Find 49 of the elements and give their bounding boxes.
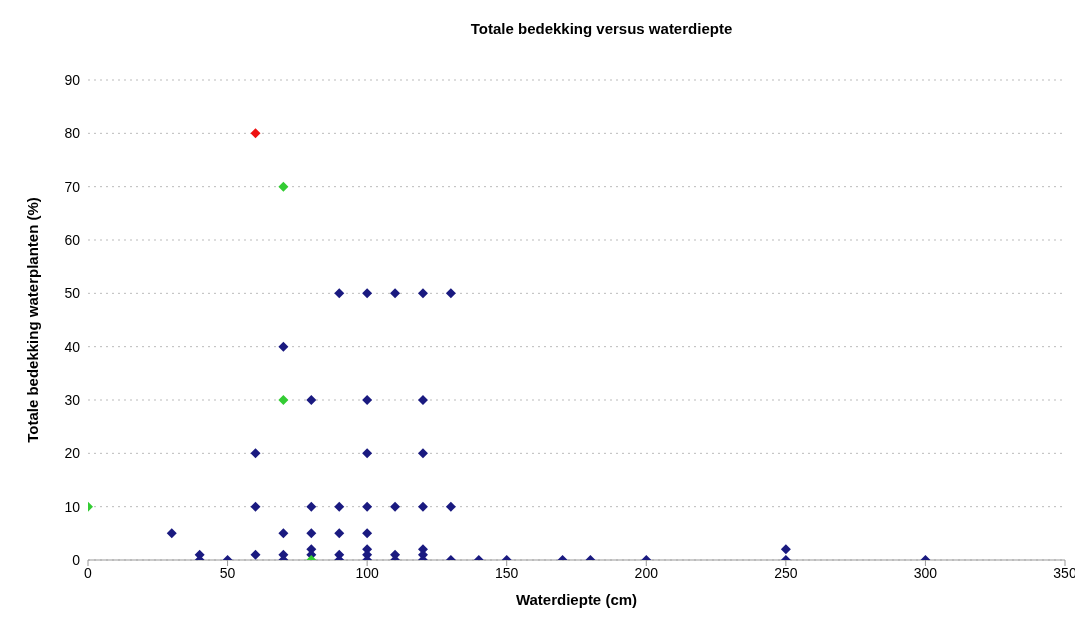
point	[362, 448, 373, 459]
x-axis-title: Waterdiepte (cm)	[515, 591, 638, 608]
point	[362, 528, 373, 539]
point	[278, 528, 289, 539]
point	[334, 288, 345, 299]
y-tick-label: 20	[64, 445, 81, 462]
y-tick-label: 30	[64, 391, 81, 408]
point	[278, 341, 289, 352]
x-tick-label: 0	[84, 564, 93, 581]
point	[390, 288, 401, 299]
point	[445, 288, 456, 299]
x-tick-label: 50	[219, 564, 236, 581]
x-tick-label: 150	[495, 564, 519, 581]
y-tick-label: 80	[64, 125, 81, 142]
point	[780, 544, 791, 555]
x-tick-label: 200	[634, 564, 659, 581]
y-tick-label: 50	[64, 285, 81, 302]
y-tick-label: 40	[64, 338, 81, 355]
y-tick-label: 70	[64, 178, 81, 195]
y-tick-label: 0	[72, 551, 81, 568]
point	[278, 395, 289, 405]
y-tick-label: 60	[64, 231, 81, 248]
point	[250, 549, 261, 560]
point	[334, 528, 345, 539]
chart-title: Totale bedekking versus waterdiepte	[469, 20, 734, 39]
point	[250, 128, 261, 139]
point	[417, 395, 428, 405]
point	[362, 395, 373, 405]
point	[306, 501, 317, 512]
point	[306, 395, 317, 405]
point	[362, 288, 373, 299]
point	[417, 501, 428, 512]
point	[250, 448, 261, 459]
x-tick-label: 300	[913, 564, 938, 581]
y-axis-title: Totale bedekking waterplanten (%)	[24, 197, 42, 443]
point	[334, 501, 345, 512]
x-tick-label: 100	[355, 564, 380, 581]
x-tick-label: 250	[774, 564, 798, 581]
point	[417, 448, 428, 459]
y-tick-label: 10	[64, 498, 81, 515]
point	[166, 528, 177, 539]
point	[417, 288, 428, 299]
point	[306, 528, 317, 539]
point	[390, 501, 401, 512]
point	[362, 501, 373, 512]
point	[445, 501, 456, 512]
point	[278, 181, 289, 192]
y-tick-label: 90	[64, 71, 81, 88]
point	[250, 501, 261, 512]
